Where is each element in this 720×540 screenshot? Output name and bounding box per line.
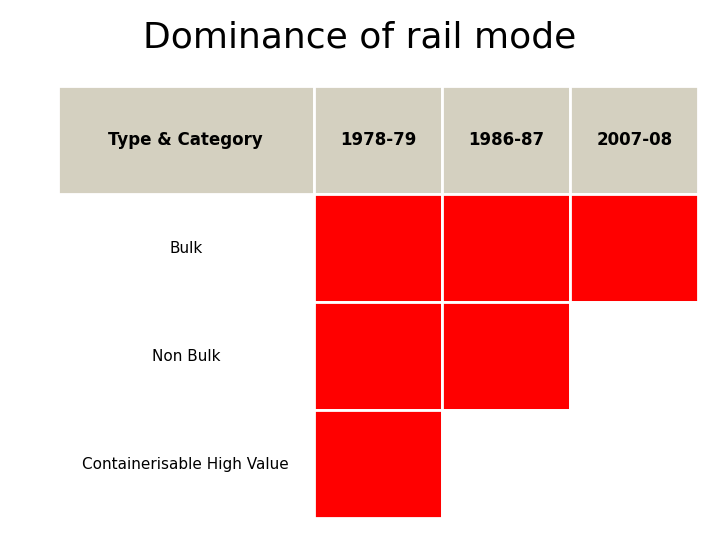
Bar <box>442 302 570 410</box>
Bar <box>442 410 570 518</box>
Text: Non Bulk: Non Bulk <box>151 349 220 364</box>
Bar <box>58 86 314 194</box>
Bar <box>58 302 314 410</box>
Bar <box>314 302 442 410</box>
Bar <box>570 410 698 518</box>
Text: 1986-87: 1986-87 <box>468 131 544 150</box>
Bar <box>58 194 314 302</box>
Bar <box>570 86 698 194</box>
Bar <box>314 86 442 194</box>
Bar <box>442 194 570 302</box>
Text: 1978-79: 1978-79 <box>340 131 416 150</box>
Bar <box>314 410 442 518</box>
Text: Type & Category: Type & Category <box>109 131 263 150</box>
Bar <box>570 302 698 410</box>
Bar <box>314 194 442 302</box>
Bar <box>570 194 698 302</box>
Text: Dominance of rail mode: Dominance of rail mode <box>143 21 577 55</box>
Bar <box>442 86 570 194</box>
Bar <box>58 410 314 518</box>
Text: Bulk: Bulk <box>169 241 202 256</box>
Text: Containerisable High Value: Containerisable High Value <box>82 457 289 472</box>
Text: 2007-08: 2007-08 <box>596 131 672 150</box>
